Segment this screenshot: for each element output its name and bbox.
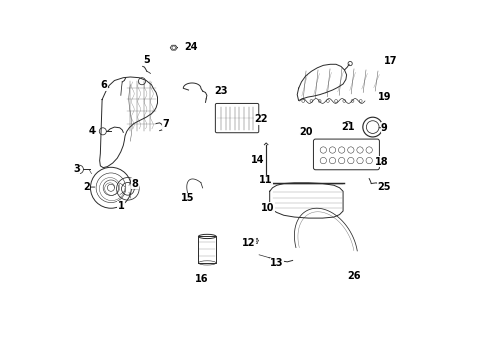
Text: 8: 8 (131, 179, 138, 189)
Text: 14: 14 (250, 154, 264, 165)
Text: 15: 15 (181, 193, 195, 203)
Text: 11: 11 (259, 175, 272, 185)
Text: 19: 19 (378, 92, 391, 102)
Text: 4: 4 (88, 126, 95, 136)
Text: 1: 1 (118, 202, 124, 211)
Text: 23: 23 (214, 86, 228, 96)
Text: 16: 16 (195, 274, 209, 284)
Text: 21: 21 (341, 122, 355, 132)
Text: 13: 13 (270, 258, 284, 268)
Text: 7: 7 (162, 119, 169, 129)
Text: 2: 2 (83, 182, 90, 192)
Text: 20: 20 (299, 127, 313, 138)
Text: 17: 17 (384, 56, 397, 66)
Text: 22: 22 (254, 114, 268, 124)
Text: 25: 25 (378, 182, 391, 192)
Text: 10: 10 (261, 203, 275, 212)
Text: 5: 5 (143, 55, 149, 65)
Text: 12: 12 (242, 238, 255, 248)
Text: 9: 9 (381, 123, 388, 133)
Text: 3: 3 (73, 165, 80, 174)
Text: 18: 18 (375, 157, 389, 167)
Text: 26: 26 (347, 271, 361, 281)
Text: 6: 6 (100, 80, 107, 90)
Text: 24: 24 (185, 42, 198, 51)
